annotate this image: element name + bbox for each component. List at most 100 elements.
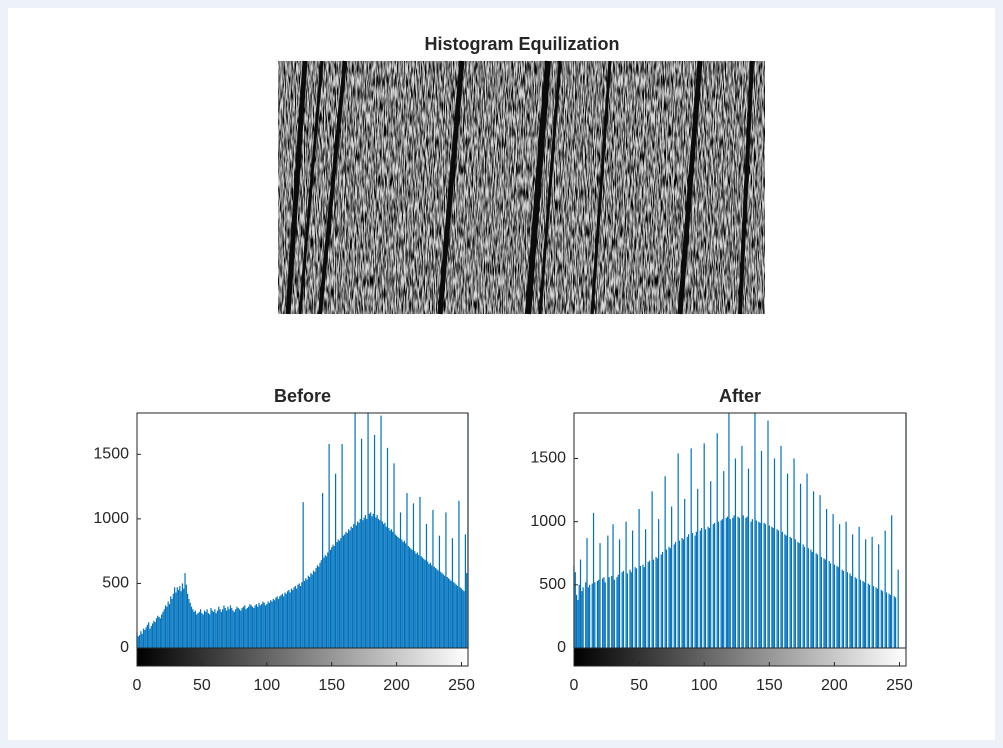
chart-title: After [719,386,761,406]
bar [242,606,245,648]
bar [201,613,203,648]
bar [669,548,671,648]
bar [206,609,208,648]
bar [183,588,185,648]
bar [589,584,591,648]
bar [608,577,610,648]
bar [153,620,155,648]
bar [865,539,867,648]
y-tick-label: 1500 [530,450,566,467]
bar [179,586,181,648]
image-streaks [285,60,754,315]
bar [599,543,601,648]
bar [790,538,793,648]
bar [841,569,843,648]
bar [780,445,782,648]
bar [829,563,832,648]
bar [586,538,588,648]
bar [449,579,451,648]
bar [425,524,428,648]
bar [751,519,753,648]
bar [591,583,593,648]
bar [196,614,198,648]
bar [617,574,619,648]
x-tick-label: 250 [886,677,913,694]
bar [716,433,718,648]
bar [884,530,886,648]
bar [408,547,411,648]
bar [149,628,151,648]
bar [312,570,315,648]
y-tick-label: 1000 [93,510,129,527]
bar [849,573,851,648]
bar [738,517,740,648]
bar [394,534,396,648]
bar [878,544,880,648]
bar [708,527,711,648]
bar [345,531,347,648]
bar [381,521,383,648]
bar [386,447,389,648]
bar [630,572,632,648]
bar [380,415,382,648]
bar [358,522,360,648]
bar [707,526,709,648]
bar [170,596,172,648]
bar [876,588,878,648]
bar [823,558,825,648]
bar [207,613,209,648]
bar [410,548,412,648]
bar [433,566,435,648]
bar [290,588,293,648]
bar [858,526,860,648]
bar [450,580,452,648]
bar [416,552,418,648]
x-tick-label: 250 [448,677,475,694]
bar [810,549,812,648]
bar [198,611,200,648]
bar [694,535,696,648]
bar [406,493,408,648]
bar [244,605,246,648]
bar [799,483,802,648]
bar [214,609,216,648]
y-tick-label: 1000 [530,513,566,530]
bar [262,601,264,648]
bar [155,618,158,648]
bar [758,521,760,648]
bar [867,583,869,648]
bar [594,582,596,648]
bar [803,546,806,648]
bar [596,581,599,648]
bar [192,609,194,648]
bar [697,488,699,648]
bar [441,573,443,648]
bar [162,611,164,648]
bar [299,586,302,648]
bar [349,530,351,648]
bar [359,518,361,648]
bar [704,529,707,648]
bar [297,584,299,648]
bar [310,573,312,648]
bar [193,611,195,648]
bar [298,583,300,648]
bar [773,458,776,648]
bar [824,559,826,648]
bar [845,521,847,648]
bar [397,536,399,648]
bar [734,458,737,648]
bar [613,579,615,648]
bar [357,521,359,648]
bar [281,593,283,648]
bar [403,540,405,648]
bar [842,570,845,648]
bar [246,607,248,648]
bar [168,604,171,648]
image-title: Histogram Equilization [424,34,619,54]
bar [267,601,269,648]
bar [318,566,320,648]
bar [661,551,664,648]
bar [434,567,437,648]
bar [392,531,394,648]
